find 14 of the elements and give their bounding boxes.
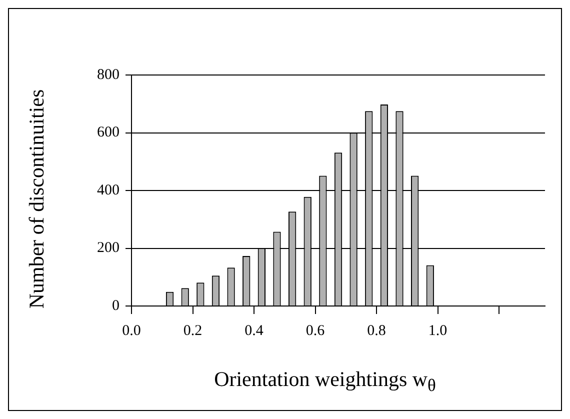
- x-tick-label: 0.0: [122, 322, 141, 339]
- y-tick-label: 800: [97, 66, 120, 83]
- x-tick-label: 0.2: [183, 322, 202, 339]
- y-tick-label: 200: [97, 240, 120, 256]
- x-tick-label: 0.4: [244, 322, 264, 339]
- y-axis-title: Number of discontinuities: [24, 89, 50, 309]
- y-tick-label: 0: [112, 298, 120, 314]
- x-axis-title: Orientation weightings w$_{θ}$: [213, 366, 437, 396]
- chart-frame: 0.0 0.2 0.4 0.6 0.8 1.0 0 200 400 600 800 Orientation weightings w$_{θ}$ Number of discontinuities: [8, 8, 562, 411]
- y-tick-label: 600: [97, 124, 120, 141]
- x-tick-label: 1.0: [428, 322, 448, 339]
- x-tick-label: 0.6: [306, 322, 326, 339]
- x-tick-label: 0.8: [367, 322, 386, 339]
- y-tick-label: 400: [97, 182, 120, 198]
